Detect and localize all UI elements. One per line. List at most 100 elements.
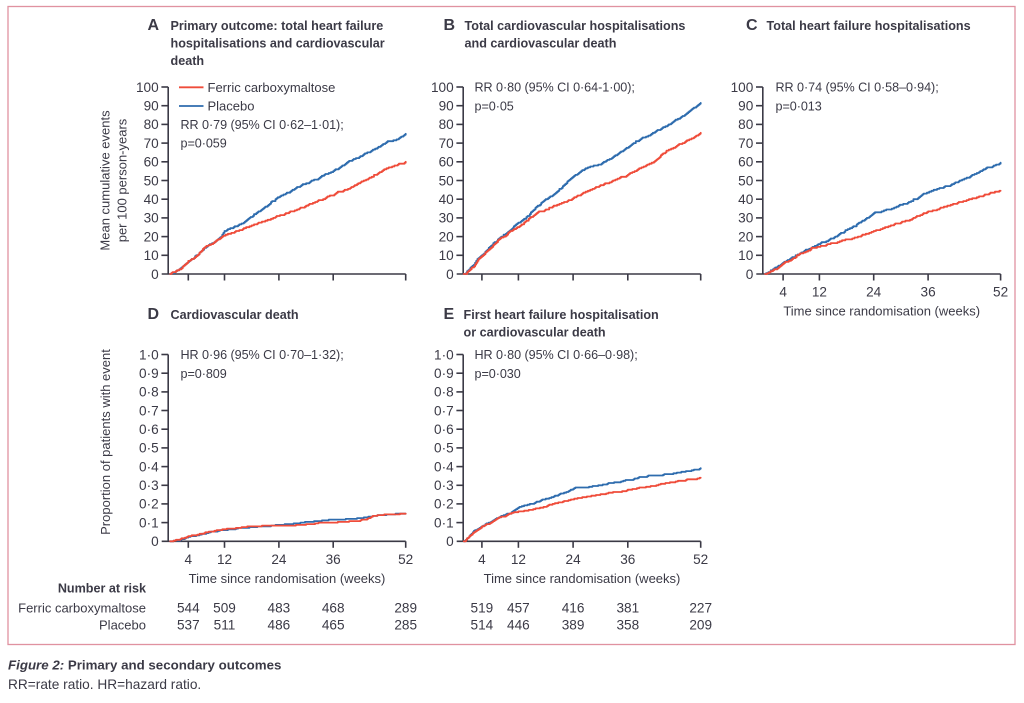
svg-text:and cardiovascular death: and cardiovascular death	[465, 37, 617, 51]
svg-text:483: 483	[268, 600, 291, 615]
svg-text:4: 4	[478, 552, 486, 567]
svg-text:90: 90	[738, 99, 754, 114]
svg-text:12: 12	[812, 285, 827, 300]
svg-text:0·8: 0·8	[139, 385, 159, 400]
svg-text:0·1: 0·1	[434, 515, 454, 530]
svg-text:HR 0·96 (95% CI 0·70–1·32);: HR 0·96 (95% CI 0·70–1·32);	[181, 348, 344, 362]
svg-text:80: 80	[144, 117, 160, 132]
svg-text:0·4: 0·4	[434, 459, 454, 474]
svg-text:D: D	[148, 306, 160, 323]
svg-text:per 100 person-years: per 100 person-years	[115, 118, 130, 242]
svg-text:20: 20	[439, 229, 455, 244]
svg-text:100: 100	[431, 80, 454, 95]
svg-text:0·5: 0·5	[434, 441, 454, 456]
svg-text:36: 36	[326, 552, 341, 567]
svg-text:B: B	[444, 17, 456, 34]
svg-text:0·5: 0·5	[139, 441, 159, 456]
svg-text:Ferric carboxymaltose: Ferric carboxymaltose	[208, 80, 336, 95]
svg-text:RR 0·80 (95% CI 0·64-1·00);: RR 0·80 (95% CI 0·64-1·00);	[475, 81, 635, 95]
svg-text:446: 446	[507, 617, 530, 632]
svg-text:Total cardiovascular hospitali: Total cardiovascular hospitalisations	[465, 19, 686, 33]
svg-text:50: 50	[738, 173, 754, 188]
svg-text:468: 468	[322, 600, 345, 615]
svg-text:40: 40	[738, 192, 754, 207]
svg-text:537: 537	[177, 617, 200, 632]
svg-text:0: 0	[746, 267, 754, 282]
svg-text:52: 52	[398, 552, 413, 567]
svg-text:0·6: 0·6	[139, 422, 159, 437]
svg-text:486: 486	[268, 617, 291, 632]
svg-text:Total heart failure hospitalis: Total heart failure hospitalisations	[767, 19, 971, 33]
svg-text:Proportion of patients with ev: Proportion of patients with event	[98, 349, 113, 535]
svg-text:p=0·059: p=0·059	[181, 137, 227, 151]
svg-text:0·2: 0·2	[139, 497, 159, 512]
svg-text:First heart failure hospitalis: First heart failure hospitalisation	[464, 308, 659, 322]
svg-text:416: 416	[562, 600, 585, 615]
svg-text:0·7: 0·7	[139, 403, 159, 418]
svg-text:60: 60	[439, 155, 455, 170]
svg-text:hospitalisations and cardiovas: hospitalisations and cardiovascular	[171, 37, 385, 51]
svg-text:or cardiovascular death: or cardiovascular death	[464, 325, 606, 339]
svg-text:100: 100	[731, 80, 754, 95]
svg-text:40: 40	[144, 192, 160, 207]
svg-text:289: 289	[394, 600, 417, 615]
svg-text:36: 36	[620, 552, 635, 567]
svg-text:12: 12	[217, 552, 232, 567]
svg-text:1·0: 1·0	[139, 347, 159, 362]
svg-text:30: 30	[439, 211, 455, 226]
svg-text:0·3: 0·3	[139, 478, 159, 493]
svg-text:509: 509	[213, 600, 236, 615]
svg-text:p=0·013: p=0·013	[776, 99, 822, 113]
svg-text:227: 227	[689, 600, 712, 615]
svg-text:Mean cumulative events: Mean cumulative events	[98, 110, 113, 251]
svg-text:p=0·809: p=0·809	[181, 367, 227, 381]
svg-text:0: 0	[151, 534, 159, 549]
svg-text:1·0: 1·0	[434, 347, 454, 362]
svg-text:RR 0·79 (95% CI 0·62–1·01);: RR 0·79 (95% CI 0·62–1·01);	[181, 118, 344, 132]
svg-text:90: 90	[439, 99, 455, 114]
svg-text:HR 0·80 (95% CI 0·66–0·98);: HR 0·80 (95% CI 0·66–0·98);	[475, 348, 638, 362]
svg-text:Time since randomisation (week: Time since randomisation (weeks)	[189, 571, 386, 586]
svg-text:389: 389	[562, 617, 585, 632]
svg-text:0·9: 0·9	[139, 366, 159, 381]
svg-text:0·8: 0·8	[434, 385, 454, 400]
svg-text:Cardiovascular death: Cardiovascular death	[171, 308, 299, 322]
svg-text:0: 0	[446, 267, 454, 282]
svg-text:90: 90	[144, 99, 160, 114]
svg-text:514: 514	[471, 617, 494, 632]
svg-text:A: A	[148, 17, 160, 34]
svg-text:24: 24	[566, 552, 582, 567]
svg-text:p=0·05: p=0·05	[475, 99, 514, 113]
svg-text:4: 4	[779, 285, 787, 300]
svg-text:0·9: 0·9	[434, 366, 454, 381]
svg-text:60: 60	[144, 155, 160, 170]
svg-text:p=0·030: p=0·030	[475, 367, 521, 381]
svg-text:0: 0	[446, 534, 454, 549]
svg-text:50: 50	[144, 173, 160, 188]
svg-text:30: 30	[738, 211, 754, 226]
svg-text:Placebo: Placebo	[208, 99, 255, 114]
svg-text:381: 381	[616, 600, 639, 615]
svg-text:Time since randomisation (week: Time since randomisation (weeks)	[484, 571, 681, 586]
svg-text:Figure 2: Primary and secondar: Figure 2: Primary and secondary outcomes	[8, 658, 281, 673]
svg-text:C: C	[746, 17, 758, 34]
svg-text:0·3: 0·3	[434, 478, 454, 493]
svg-text:50: 50	[439, 173, 455, 188]
svg-text:Ferric carboxymaltose: Ferric carboxymaltose	[18, 600, 146, 615]
svg-text:30: 30	[144, 211, 160, 226]
svg-text:RR 0·74 (95% CI 0·58–0·94);: RR 0·74 (95% CI 0·58–0·94);	[776, 81, 939, 95]
svg-text:70: 70	[144, 136, 160, 151]
svg-text:52: 52	[693, 552, 708, 567]
svg-text:4: 4	[185, 552, 193, 567]
svg-text:36: 36	[921, 285, 936, 300]
svg-text:40: 40	[439, 192, 455, 207]
svg-text:20: 20	[738, 229, 754, 244]
svg-text:465: 465	[322, 617, 345, 632]
svg-text:24: 24	[866, 285, 882, 300]
svg-text:80: 80	[738, 117, 754, 132]
svg-text:285: 285	[394, 617, 417, 632]
svg-text:Placebo: Placebo	[99, 617, 146, 632]
svg-text:death: death	[171, 54, 205, 68]
svg-text:60: 60	[738, 155, 754, 170]
svg-text:Time since randomisation (week: Time since randomisation (weeks)	[783, 304, 980, 319]
